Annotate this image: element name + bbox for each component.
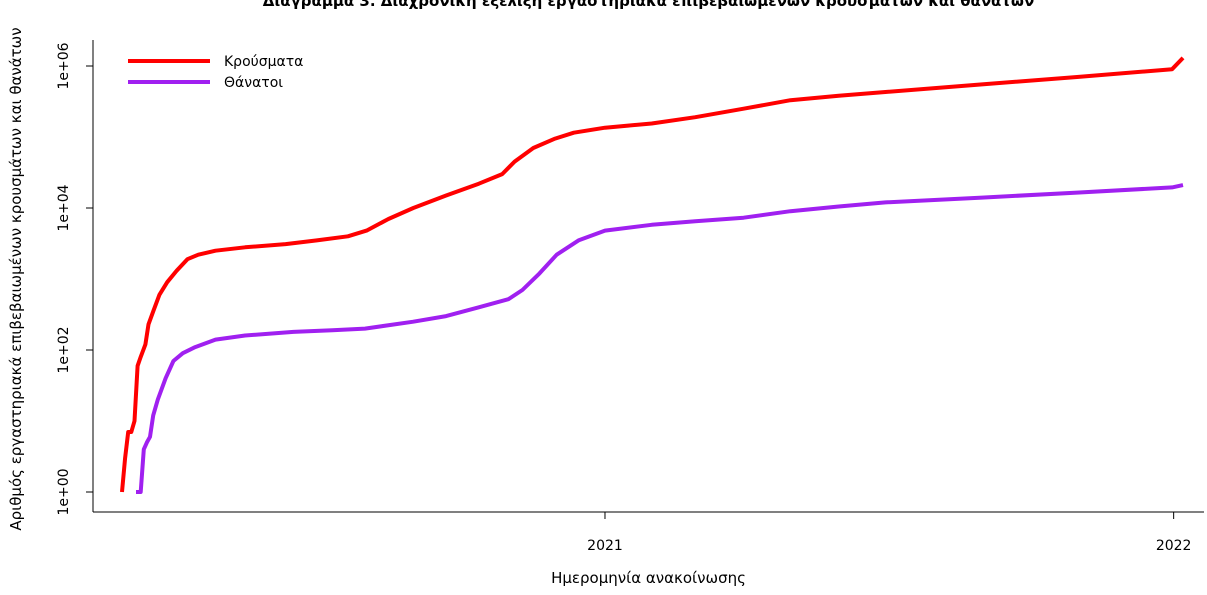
- series-line-2: [136, 183, 1184, 494]
- legend: Κρούσματα Θάνατοι: [128, 54, 303, 91]
- axes: 1e+00 1e+02 1e+04 1e+06 2021 2022: [56, 40, 1204, 554]
- series-lines: [120, 56, 1185, 494]
- y-tick-label: 1e+00: [56, 468, 72, 515]
- x-tick-label: 2021: [587, 538, 623, 554]
- y-tick-label: 1e+04: [56, 184, 72, 231]
- legend-label-2: Θάνατοι: [224, 75, 283, 91]
- x-axis-label: Ημερομηνία ανακοίνωσης: [551, 569, 746, 587]
- series-line-1: [120, 56, 1185, 493]
- legend-label-1: Κρούσματα: [224, 54, 303, 70]
- x-tick-label: 2022: [1156, 538, 1192, 554]
- y-tick-label: 1e+06: [56, 42, 72, 89]
- y-tick-label: 1e+02: [56, 326, 72, 373]
- chart-title: Διάγραμμα 3. Διαχρονική εξέλιξη εργαστηρ…: [262, 0, 1035, 10]
